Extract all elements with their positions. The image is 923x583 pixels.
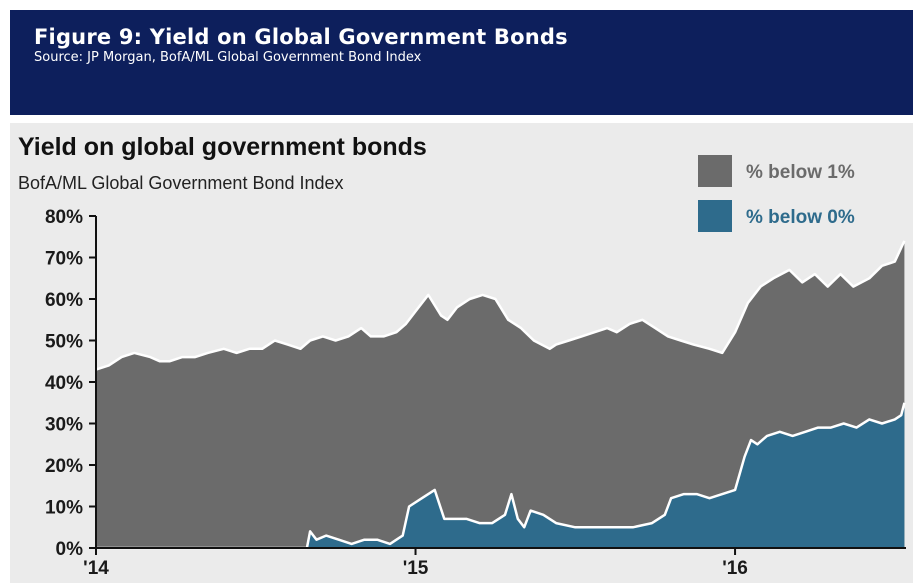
y-tick-label: 30%: [45, 415, 83, 436]
y-tick-label: 50%: [45, 332, 83, 353]
legend-label: % below 0%: [746, 207, 855, 228]
y-tick-label: 40%: [45, 373, 83, 394]
legend-swatch: [698, 155, 732, 187]
legend-swatch: [698, 200, 732, 232]
x-tick-label: '16: [722, 558, 748, 579]
plot-area: [95, 240, 906, 550]
area-below-0pct: [96, 402, 905, 548]
line-below-1pct: [95, 240, 906, 371]
figure-title: Figure 9: Yield on Global Government Bon…: [34, 25, 568, 49]
y-tick-label: 20%: [45, 456, 83, 477]
y-tick-label: 10%: [45, 498, 83, 519]
y-tick-label: 0%: [56, 539, 84, 560]
chart-panel: Yield on global government bonds BofA/ML…: [10, 123, 913, 583]
axes: 0% 10% 20% 30% 40% 50% 60% 70% 80% '14 '15 '16: [45, 207, 906, 579]
y-tick-label: 70%: [45, 249, 83, 270]
x-tick-label: '15: [403, 558, 429, 579]
line-below-0pct: [96, 402, 906, 550]
figure-header: Figure 9: Yield on Global Government Bon…: [10, 10, 913, 115]
y-tick-label: 80%: [45, 207, 83, 228]
x-tick-label: '14: [83, 558, 109, 579]
legend-label: % below 1%: [746, 162, 855, 183]
chart-svg: Yield on global government bonds BofA/ML…: [18, 133, 906, 579]
chart-subtitle: BofA/ML Global Government Bond Index: [18, 173, 344, 193]
figure-source: Source: JP Morgan, BofA/ML Global Govern…: [34, 50, 422, 65]
area-below-1pct: [96, 240, 905, 548]
y-tick-label: 60%: [45, 290, 83, 311]
legend: % below 1% % below 0%: [698, 155, 855, 232]
chart-title: Yield on global government bonds: [18, 133, 427, 161]
